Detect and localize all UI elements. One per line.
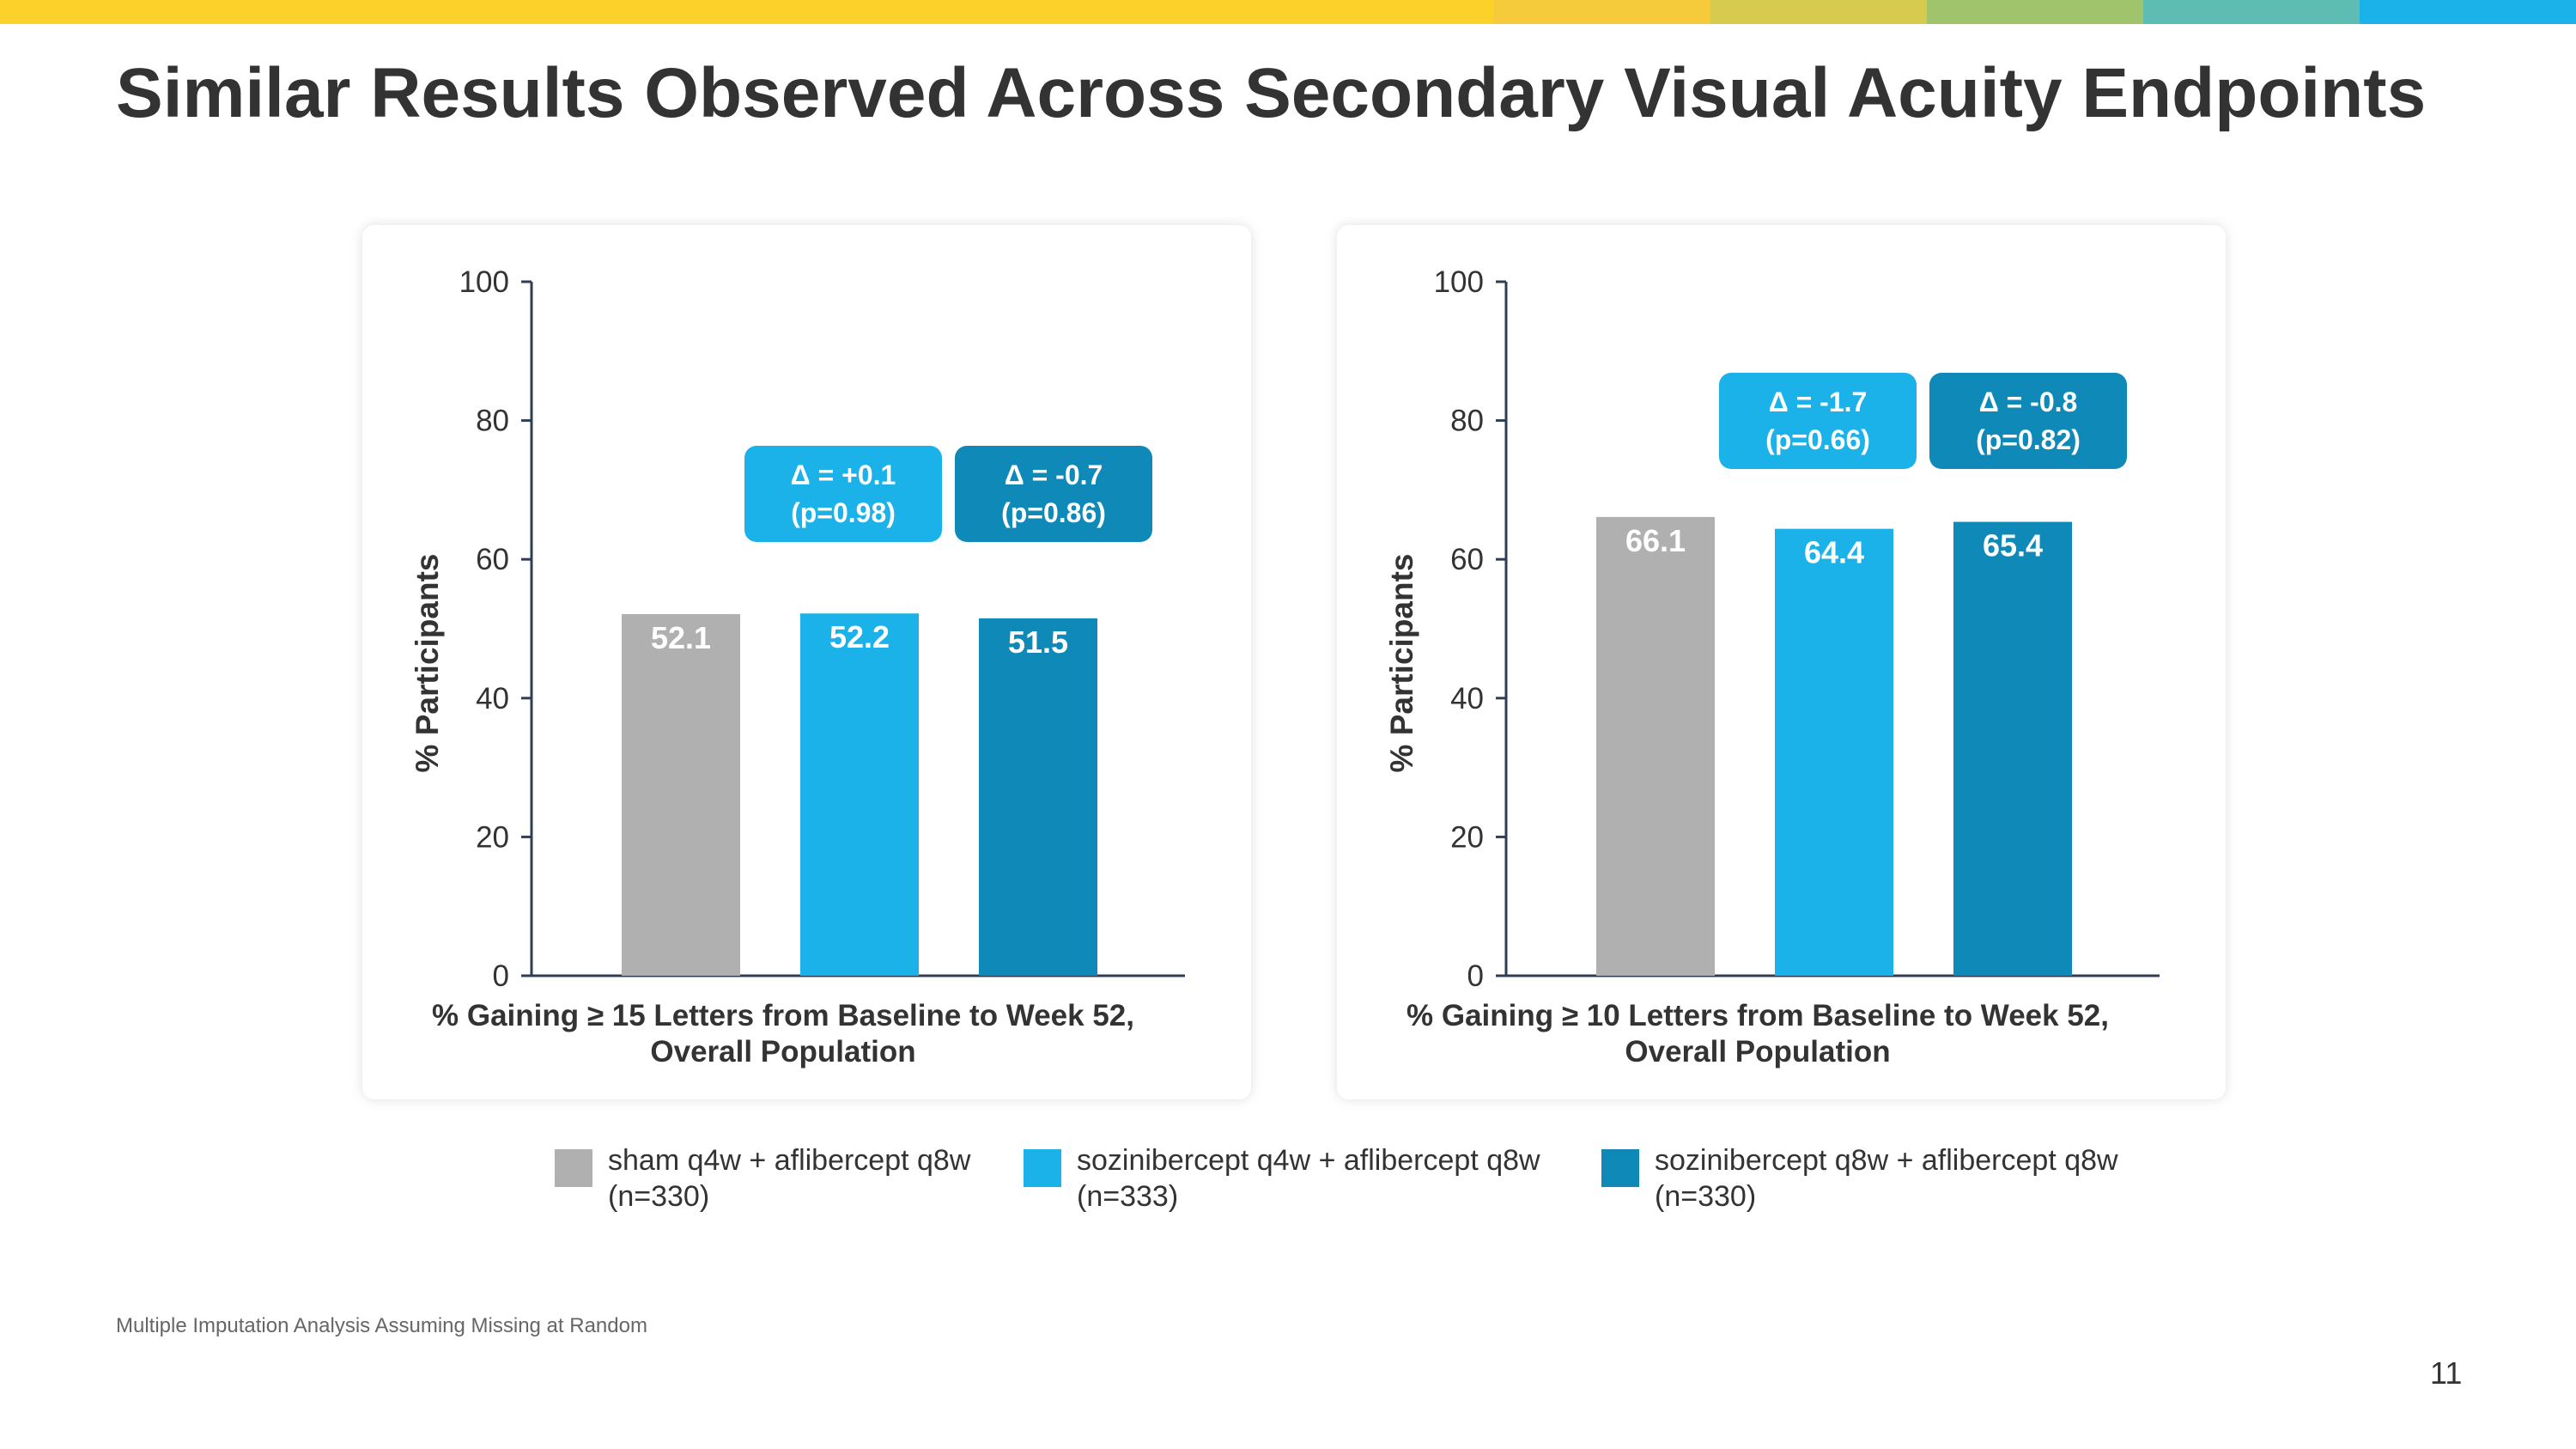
bar-value-label: 66.1 <box>1625 523 1686 558</box>
y-tick-label: 60 <box>476 543 509 576</box>
legend-label-name: sham q4w + aflibercept q8w <box>608 1144 971 1177</box>
delta-value: Δ = +0.1 <box>790 460 896 490</box>
legend-label-name: sozinibercept q8w + aflibercept q8w <box>1655 1144 2118 1177</box>
legend-item-sozinibercept-q4w: sozinibercept q4w + aflibercept q8w (n=3… <box>1024 1142 1540 1215</box>
legend-label-name: sozinibercept q4w + aflibercept q8w <box>1077 1144 1540 1177</box>
chart-panel-10-letters: 0 20 40 60 80 100 % Participants 66.1 64.4 65.4 Δ… <box>1337 225 2226 1099</box>
stripe-segment <box>2360 0 2576 24</box>
delta-callout-q8w: Δ = -0.8 (p=0.82) <box>1929 373 2127 469</box>
bar-value-label: 52.1 <box>651 620 711 655</box>
chart-legend: sham q4w + aflibercept q8w (n=330) sozin… <box>0 1142 2576 1220</box>
y-tick-label: 100 <box>459 265 509 299</box>
x-axis-title: % Gaining ≥ 15 Letters from Baseline to … <box>311 998 1255 1070</box>
bar-value-label: 64.4 <box>1804 535 1864 570</box>
bar-value-label: 52.2 <box>829 619 890 654</box>
bar-1 <box>622 614 740 976</box>
y-tick-label: 80 <box>1450 405 1484 438</box>
page-number: 11 <box>2430 1355 2463 1391</box>
page-title: Similar Results Observed Across Secondar… <box>116 54 2427 132</box>
y-tick-label: 0 <box>1467 959 1484 993</box>
x-axis-title-line1: % Gaining ≥ 10 Letters from Baseline to … <box>1406 999 2109 1032</box>
delta-callout-q8w: Δ = -0.7 (p=0.86) <box>955 446 1152 542</box>
x-axis-title-line2: Overall Population <box>650 1035 916 1068</box>
legend-label: sozinibercept q4w + aflibercept q8w (n=3… <box>1077 1142 1540 1215</box>
delta-value: Δ = -0.8 <box>1978 387 2078 417</box>
y-tick-label: 20 <box>1450 820 1484 854</box>
legend-item-sozinibercept-q8w: sozinibercept q8w + aflibercept q8w (n=3… <box>1601 1142 2118 1215</box>
y-tick-label: 40 <box>476 682 509 715</box>
x-axis-title: % Gaining ≥ 10 Letters from Baseline to … <box>1285 998 2230 1070</box>
stripe-segment <box>1710 0 1927 24</box>
y-tick-label: 100 <box>1434 265 1484 299</box>
delta-value: Δ = -1.7 <box>1768 387 1868 417</box>
bar-chart-15-letters: 0 20 40 60 80 100 % Participants 52.1 52.2 51.5 <box>410 265 1185 993</box>
legend-swatch <box>555 1149 592 1187</box>
delta-callout-q4w: Δ = +0.1 (p=0.98) <box>744 446 942 542</box>
legend-label-n: (n=333) <box>1077 1180 1179 1213</box>
y-tick-label: 80 <box>476 405 509 438</box>
y-axis-title: % Participants <box>410 554 445 773</box>
stripe-segment <box>1927 0 2143 24</box>
y-tick-label: 60 <box>1450 543 1484 576</box>
stripe-segment <box>2143 0 2360 24</box>
footnote: Multiple Imputation Analysis Assuming Mi… <box>116 1314 647 1337</box>
p-value: (p=0.66) <box>1765 424 1870 455</box>
legend-swatch <box>1601 1149 1639 1187</box>
top-color-stripe <box>0 0 2576 24</box>
y-tick-label: 40 <box>1450 682 1484 715</box>
delta-value: Δ = -0.7 <box>1004 460 1103 490</box>
x-axis-title-line2: Overall Population <box>1625 1035 1891 1068</box>
legend-item-sham: sham q4w + aflibercept q8w (n=330) <box>555 1142 970 1215</box>
bar-3 <box>1953 521 2072 976</box>
y-axis-title: % Participants <box>1384 554 1419 773</box>
bar-2 <box>800 613 919 976</box>
bar-3 <box>979 618 1097 976</box>
bar-1 <box>1596 516 1715 976</box>
legend-label-n: (n=330) <box>608 1180 710 1213</box>
bar-value-label: 51.5 <box>1008 624 1068 660</box>
legend-label: sozinibercept q8w + aflibercept q8w (n=3… <box>1655 1142 2118 1215</box>
delta-callout-q4w: Δ = -1.7 (p=0.66) <box>1719 373 1917 469</box>
legend-swatch <box>1024 1149 1061 1187</box>
y-tick-label: 0 <box>493 959 509 993</box>
y-tick-label: 20 <box>476 820 509 854</box>
p-value: (p=0.98) <box>791 497 896 528</box>
bar-2 <box>1775 528 1893 976</box>
bar-chart-10-letters: 0 20 40 60 80 100 % Participants 66.1 64.4 65.4 <box>1384 265 2160 993</box>
chart-panel-15-letters: 0 20 40 60 80 100 % Participants 52.1 52.2 51.5 Δ… <box>362 225 1251 1099</box>
legend-label-n: (n=330) <box>1655 1180 1757 1213</box>
legend-label: sham q4w + aflibercept q8w (n=330) <box>608 1142 970 1215</box>
stripe-segment <box>1494 0 1710 24</box>
stripe-segment <box>0 0 1494 24</box>
p-value: (p=0.82) <box>1976 424 2081 455</box>
bar-value-label: 65.4 <box>1983 528 2043 563</box>
x-axis-title-line1: % Gaining ≥ 15 Letters from Baseline to … <box>432 999 1134 1032</box>
p-value: (p=0.86) <box>1001 497 1106 528</box>
